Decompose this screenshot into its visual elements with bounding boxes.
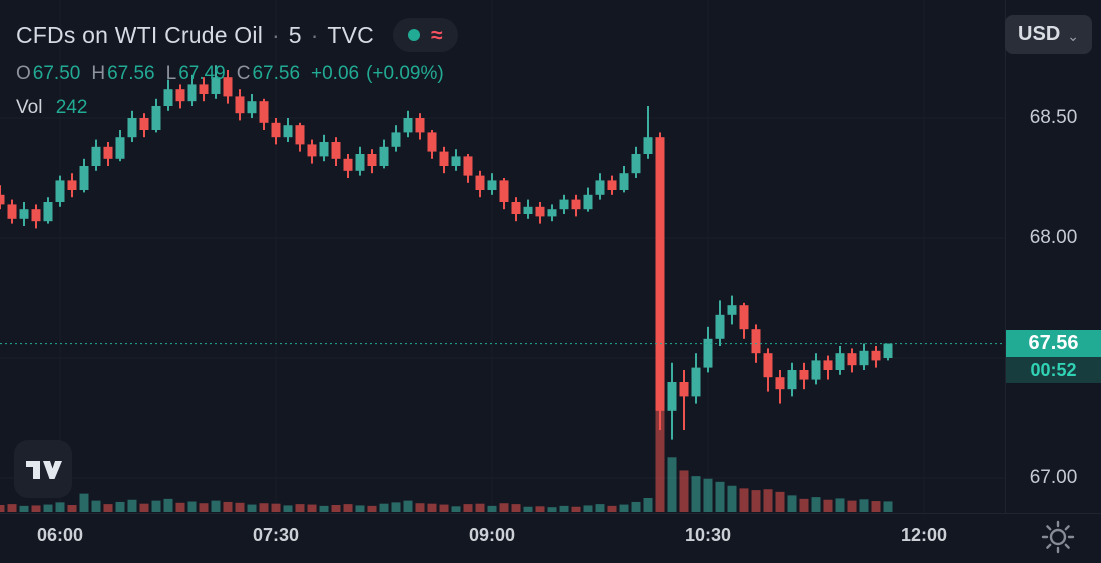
chart-pane[interactable] bbox=[0, 0, 1005, 513]
interval-value[interactable]: 5 bbox=[288, 21, 302, 48]
time-axis-label: 12:00 bbox=[900, 525, 948, 545]
volume-row: Vol 242 bbox=[16, 97, 458, 119]
close-label: C bbox=[236, 63, 251, 84]
tradingview-logo[interactable] bbox=[14, 440, 72, 498]
price-axis-label: 68.50 bbox=[1029, 107, 1078, 128]
volume-label: Vol bbox=[16, 97, 43, 118]
open-label: O bbox=[16, 63, 31, 84]
volume-value: 242 bbox=[55, 97, 88, 118]
theme-toggle-button[interactable] bbox=[1040, 519, 1076, 555]
low-value: 67.49 bbox=[178, 63, 226, 84]
symbol-title[interactable]: CFDs on WTI Crude Oil bbox=[16, 21, 264, 48]
time-axis[interactable]: 06:00 07:30 09:00 10:30 12:00 bbox=[0, 513, 1101, 563]
sun-icon bbox=[1041, 520, 1075, 554]
volume-bars bbox=[0, 407, 893, 512]
currency-label: USD bbox=[1018, 23, 1061, 45]
chevron-down-icon: ⌄ bbox=[1067, 27, 1079, 44]
high-label: H bbox=[91, 63, 106, 84]
price-change: +0.06 bbox=[311, 63, 360, 84]
separator-dot: · bbox=[272, 21, 280, 48]
low-label: L bbox=[165, 63, 177, 84]
high-value: 67.56 bbox=[107, 63, 155, 84]
symbol-title-row: CFDs on WTI Crude Oil · 5 · TVC ≈ bbox=[16, 16, 458, 54]
time-axis-label: 06:00 bbox=[36, 525, 84, 545]
currency-selector[interactable]: USD ⌄ bbox=[1005, 15, 1092, 54]
open-value: 67.50 bbox=[32, 63, 81, 84]
last-price-value: 67.56 bbox=[1006, 329, 1101, 357]
ohlc-row: O 67.50 H 67.56 L 67.49 C 67.56 +0.06 (+… bbox=[16, 63, 458, 85]
market-status-pill[interactable]: ≈ bbox=[392, 18, 458, 52]
tradingview-monogram-icon bbox=[26, 461, 62, 479]
price-axis-label: 67.00 bbox=[1029, 467, 1078, 488]
chart-legend: CFDs on WTI Crude Oil · 5 · TVC ≈ O 67.5… bbox=[16, 16, 458, 119]
exchange-name[interactable]: TVC bbox=[327, 21, 374, 48]
delayed-data-icon: ≈ bbox=[430, 23, 443, 47]
price-axis-label: 68.00 bbox=[1029, 227, 1078, 248]
candlestick-chart[interactable] bbox=[0, 0, 1005, 513]
price-axis[interactable]: 68.50 68.00 67.00 bbox=[1005, 0, 1101, 513]
close-value: 67.56 bbox=[252, 63, 301, 84]
price-change-percent: (+0.09%) bbox=[366, 63, 444, 84]
last-price-badge: 67.56 00:52 bbox=[1006, 329, 1101, 383]
market-status-dot-icon bbox=[407, 29, 420, 41]
candlesticks bbox=[0, 65, 893, 440]
time-axis-label: 07:30 bbox=[252, 525, 300, 545]
time-axis-label: 09:00 bbox=[468, 525, 516, 545]
bar-close-countdown: 00:52 bbox=[1006, 356, 1101, 383]
time-axis-label: 10:30 bbox=[684, 525, 732, 545]
grid-lines bbox=[0, 0, 1005, 513]
separator-dot: · bbox=[310, 21, 319, 48]
